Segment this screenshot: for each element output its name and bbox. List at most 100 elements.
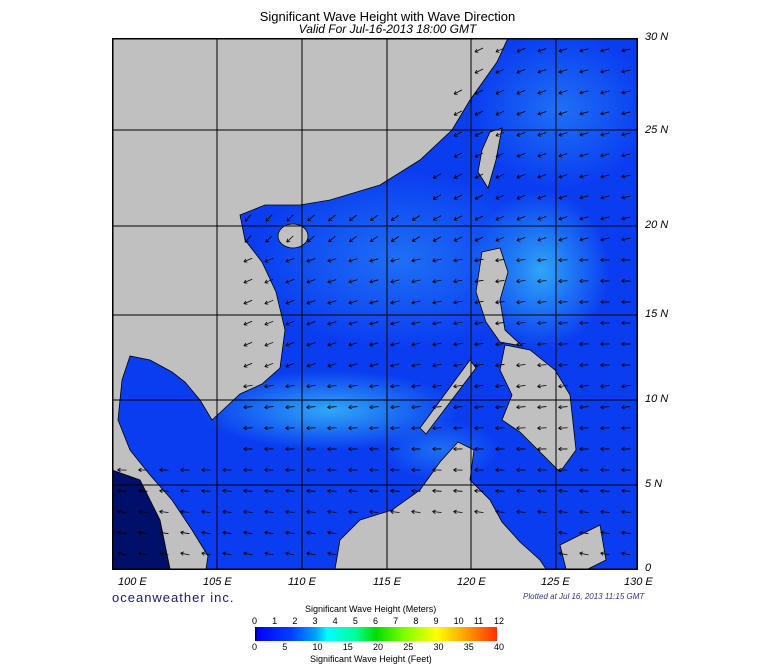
asia-mainland <box>112 38 509 570</box>
direction-arrow <box>600 90 610 95</box>
direction-arrow <box>600 278 610 284</box>
direction-arrow <box>537 132 547 137</box>
feet-tick: 5 <box>282 642 288 652</box>
direction-arrow <box>453 89 463 95</box>
direction-arrow <box>264 551 274 556</box>
direction-arrow <box>222 467 232 473</box>
direction-arrow <box>537 446 547 452</box>
direction-arrow <box>327 467 337 473</box>
direction-arrow <box>558 195 568 200</box>
direction-arrow <box>369 321 379 326</box>
lat-label: 5 N <box>645 478 663 490</box>
direction-arrow <box>558 425 568 431</box>
direction-arrow <box>222 488 232 494</box>
direction-arrow <box>285 363 295 368</box>
direction-arrow <box>558 362 568 368</box>
direction-arrow <box>621 509 631 514</box>
direction-arrow <box>453 258 463 263</box>
direction-arrow <box>348 467 358 473</box>
direction-arrow <box>558 551 568 556</box>
direction-arrow <box>600 384 610 389</box>
direction-arrow <box>537 362 547 368</box>
direction-arrow <box>285 509 295 514</box>
visayas-mindanao <box>499 344 577 473</box>
direction-arrow <box>327 384 337 389</box>
lon-label: 125 E <box>541 576 570 588</box>
direction-arrow <box>411 509 421 514</box>
direction-arrow <box>243 530 253 535</box>
direction-arrow <box>286 214 294 222</box>
direction-arrow <box>243 488 253 494</box>
direction-arrow <box>159 488 169 494</box>
direction-arrow <box>600 530 610 535</box>
direction-arrow <box>369 467 379 473</box>
direction-arrow <box>180 488 190 494</box>
feet-tick: 25 <box>403 642 414 652</box>
direction-arrow <box>265 214 273 222</box>
direction-arrow <box>432 258 442 263</box>
direction-arrow <box>537 341 547 347</box>
direction-arrow <box>558 530 568 535</box>
direction-arrow <box>558 405 568 410</box>
direction-arrow <box>159 530 169 535</box>
direction-arrow <box>264 278 274 284</box>
direction-arrow <box>432 279 442 284</box>
direction-arrow <box>621 237 631 242</box>
direction-arrow <box>495 342 505 347</box>
direction-arrow <box>537 216 547 221</box>
direction-arrow <box>621 257 631 263</box>
direction-arrow <box>117 551 127 556</box>
direction-arrow <box>243 299 253 305</box>
direction-arrow <box>285 405 295 410</box>
direction-arrow <box>138 551 148 556</box>
direction-arrow <box>579 341 589 347</box>
direction-arrow <box>453 110 463 116</box>
direction-arrow <box>285 384 295 389</box>
direction-arrow <box>453 152 463 158</box>
direction-arrow <box>579 216 589 221</box>
direction-arrow <box>537 425 547 431</box>
direction-arrow <box>369 215 378 222</box>
direction-arrow <box>579 509 589 514</box>
direction-arrow <box>516 68 526 74</box>
direction-arrow <box>600 425 610 431</box>
direction-arrow <box>621 69 631 74</box>
direction-arrow <box>264 488 274 494</box>
meters-tick: 4 <box>332 616 338 626</box>
direction-arrow <box>244 235 252 243</box>
direction-arrow <box>495 131 505 137</box>
direction-arrow <box>306 405 316 410</box>
direction-arrow <box>600 551 610 556</box>
direction-arrow <box>474 110 484 116</box>
direction-arrow <box>537 405 547 410</box>
direction-arrow <box>369 384 379 389</box>
meters-tick: 9 <box>433 616 439 626</box>
direction-arrow <box>411 384 421 389</box>
direction-arrow <box>264 509 274 514</box>
lon-label: 120 E <box>457 576 486 588</box>
direction-arrow <box>600 216 610 221</box>
direction-arrow <box>474 258 484 263</box>
direction-arrow <box>453 279 463 284</box>
direction-arrow <box>600 405 610 410</box>
direction-arrow <box>348 300 358 305</box>
direction-arrow <box>516 258 526 263</box>
direction-arrow <box>243 446 253 452</box>
andaman-sea <box>112 470 170 569</box>
meters-tick: 12 <box>494 616 505 626</box>
direction-arrow <box>537 111 547 116</box>
brand-logo: oceanweather inc. <box>112 590 235 605</box>
direction-arrow <box>432 342 442 347</box>
direction-arrow <box>495 194 505 200</box>
direction-arrow <box>285 467 295 473</box>
direction-arrow <box>285 551 295 556</box>
direction-arrow <box>495 363 505 368</box>
direction-arrow <box>579 237 589 242</box>
direction-arrow <box>453 467 463 473</box>
direction-arrow <box>369 279 379 284</box>
direction-arrow <box>348 321 358 326</box>
direction-arrow <box>328 214 336 222</box>
direction-arrow <box>600 320 610 326</box>
direction-arrow <box>243 425 253 431</box>
direction-arrow <box>474 446 484 452</box>
